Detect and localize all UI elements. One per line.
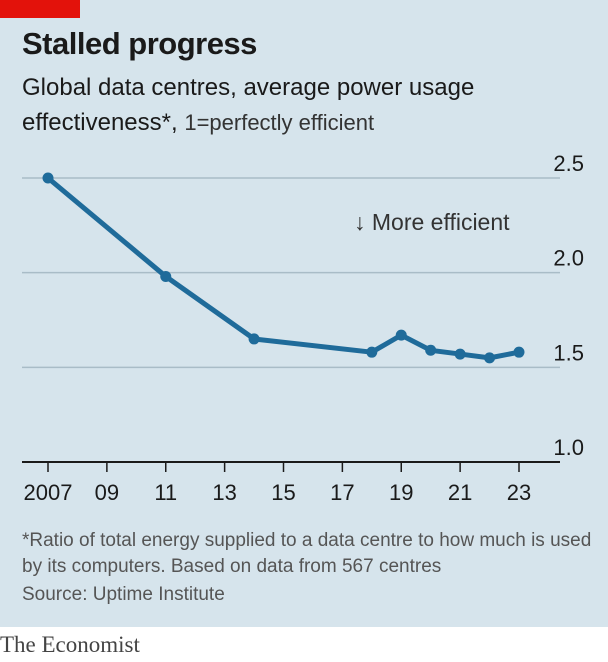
data-point-2011 — [160, 270, 172, 282]
data-point-2007 — [42, 172, 54, 184]
data-point-2021 — [454, 348, 466, 360]
x-axis: 2007 09 11 13 15 17 19 21 23 — [24, 462, 531, 505]
brand-red-bar — [0, 0, 80, 18]
annotation-more-efficient: ↓ More efficient — [354, 209, 510, 235]
y-tick-label: 2.5 — [553, 151, 584, 176]
x-tick-label: 15 — [271, 480, 295, 505]
data-point-2023 — [513, 346, 525, 358]
series-line — [45, 175, 522, 361]
data-point-2020 — [425, 344, 437, 356]
series-layer — [42, 172, 525, 364]
x-tick-label: 17 — [330, 480, 354, 505]
economist-logo: The Economist — [0, 632, 140, 657]
x-tick-label: 21 — [448, 480, 472, 505]
x-tick-label: 2007 — [24, 480, 73, 505]
y-axis: 1.0 1.5 2.0 2.5 — [553, 151, 584, 460]
line-chart: 2007 09 11 13 15 17 19 21 23 1.0 1.5 2.0 2.5 ↓ More… — [22, 151, 584, 505]
subtitle-unit: 1=perfectly efficient — [184, 110, 375, 135]
subtitle-main: Global data centres, average power usage… — [22, 74, 475, 136]
y-tick-label: 1.0 — [553, 435, 584, 460]
x-tick-label: 09 — [95, 480, 119, 505]
chart-subtitle: Global data centres, average power usage… — [22, 70, 582, 140]
x-tick-label: 11 — [154, 480, 177, 505]
y-tick-label: 2.0 — [553, 246, 584, 271]
data-point-2022 — [484, 352, 496, 364]
y-tick-label: 1.5 — [553, 340, 584, 365]
chart-title: Stalled progress — [22, 26, 257, 61]
data-point-2019 — [395, 329, 407, 341]
x-tick-label: 13 — [212, 480, 236, 505]
x-tick-label: 23 — [507, 480, 531, 505]
x-tick-label: 19 — [389, 480, 413, 505]
chart-panel — [0, 0, 608, 627]
footnote: *Ratio of total energy supplied to a dat… — [22, 530, 592, 577]
source: Source: Uptime Institute — [22, 584, 225, 605]
gridlines — [22, 177, 560, 463]
data-point-2014 — [248, 333, 260, 345]
data-point-2018 — [366, 346, 378, 358]
